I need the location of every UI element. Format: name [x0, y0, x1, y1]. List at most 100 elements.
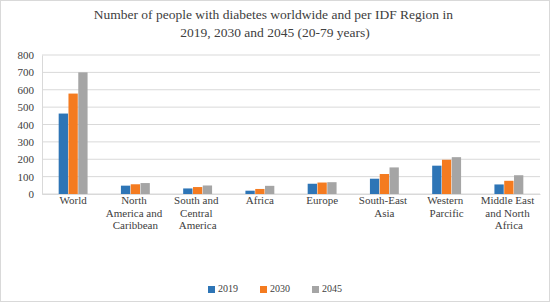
bar: [327, 182, 336, 194]
grid-line: [42, 55, 540, 56]
x-tick-label: World: [60, 194, 88, 206]
chart: Number of people with diabetes worldwide…: [0, 0, 550, 302]
bar: [514, 175, 523, 194]
text-line: America: [179, 219, 217, 231]
series: [59, 114, 504, 194]
legend-item: 2030: [260, 283, 290, 294]
y-tick-label: 500: [18, 101, 35, 113]
y-tick: 0: [29, 188, 43, 200]
text-line: Asia: [374, 207, 394, 219]
x-tick-label: Western Parcific: [427, 194, 466, 219]
bar: [203, 185, 212, 194]
text-line: Middle East: [481, 194, 537, 206]
legend-item: 2019: [208, 283, 238, 294]
y-axis-line: [42, 56, 43, 195]
x-tick-label: Middle East and North Africa: [481, 194, 537, 231]
series: [68, 94, 513, 194]
x-tick: Africa: [246, 194, 274, 206]
y-tick-label: 100: [18, 171, 35, 183]
bar: [308, 184, 317, 194]
bar: [317, 183, 326, 194]
grid-line: [42, 159, 540, 160]
plot: 0 100 200 300 400 500 600 700 800 World North Amer…: [18, 49, 541, 231]
text-line: and North: [485, 207, 532, 219]
bar: [265, 186, 274, 194]
y-tick: 100: [18, 171, 43, 183]
y-tick: 300: [18, 136, 43, 148]
title: Number of people with diabetes worldwide…: [94, 7, 457, 40]
y-tick: 500: [18, 101, 43, 113]
bar: [193, 187, 202, 194]
legend-swatch: [260, 286, 267, 293]
x-tick: World: [60, 194, 88, 206]
x-tick-label: North America and Caribbean: [106, 194, 165, 231]
y-tick-label: 400: [18, 119, 35, 131]
x-tick: Europe: [306, 194, 338, 206]
text-line: North: [121, 194, 149, 206]
x-tick: South and Central America: [174, 194, 221, 231]
y-tick-label: 600: [18, 84, 35, 96]
y-tick-label: 300: [18, 136, 35, 148]
y-tick-label: 800: [18, 49, 35, 61]
series: [78, 72, 523, 194]
bar: [452, 157, 461, 194]
legend-swatch: [312, 286, 319, 293]
text-line: Number of people with diabetes worldwide…: [94, 7, 457, 22]
y-tick-label: 200: [18, 153, 35, 165]
bar: [390, 167, 399, 194]
y-tick: 800: [18, 49, 43, 61]
legend-label: 2045: [322, 283, 342, 294]
bar: [380, 174, 389, 194]
grid-line: [42, 72, 540, 73]
text-line: Africa: [495, 219, 523, 231]
text-line: Africa: [246, 194, 274, 206]
bar: [442, 160, 451, 194]
grid-line: [42, 107, 540, 108]
legend: 2019 2030 2045: [208, 283, 342, 294]
legend-label: 2019: [218, 283, 238, 294]
y-tick-label: 700: [18, 66, 35, 78]
bar: [68, 94, 77, 194]
text-line: Central: [180, 207, 215, 219]
bar: [494, 184, 503, 194]
text-line: Western: [427, 194, 466, 206]
bars: [59, 72, 524, 194]
grid-line: [42, 124, 540, 125]
y-tick: 700: [18, 66, 43, 78]
text-line: Parcific: [430, 207, 464, 219]
text-line: 2019, 2030 and 2045 (20-79 years): [180, 25, 370, 40]
text-line: Caribbean: [113, 219, 159, 231]
x-tick: Middle East and North Africa: [481, 194, 537, 231]
bar: [59, 114, 68, 194]
x-axis: WorldNorth America and CaribbeanSouth an…: [43, 194, 541, 231]
legend-swatch: [208, 286, 215, 293]
x-tick: South-East Asia: [359, 194, 410, 219]
x-tick-label: Europe: [306, 194, 338, 206]
text-line: South-East: [359, 194, 410, 206]
y-tick: 400: [18, 119, 43, 131]
bar: [121, 186, 130, 194]
text-line: World: [60, 194, 88, 206]
text-line: South and: [174, 194, 221, 206]
background: [1, 1, 550, 302]
x-tick-label: South-East Asia: [359, 194, 410, 219]
y-tick: 200: [18, 153, 43, 165]
x-tick: North America and Caribbean: [106, 194, 165, 231]
bar: [141, 183, 150, 194]
bar: [78, 72, 87, 194]
grid-line: [42, 141, 540, 142]
bar: [504, 181, 513, 194]
grid-line: [42, 89, 540, 90]
y-tick-label: 0: [29, 188, 35, 200]
text-line: Europe: [306, 194, 338, 206]
bar: [432, 166, 441, 194]
x-tick: Western Parcific: [427, 194, 466, 219]
x-tick-label: Africa: [246, 194, 274, 206]
y-tick: 600: [18, 84, 43, 96]
legend-label: 2030: [270, 283, 290, 294]
legend-item: 2045: [312, 283, 342, 294]
bar: [370, 179, 379, 194]
grid-line: [42, 176, 540, 177]
grid: [42, 55, 540, 194]
x-tick-label: South and Central America: [174, 194, 221, 231]
